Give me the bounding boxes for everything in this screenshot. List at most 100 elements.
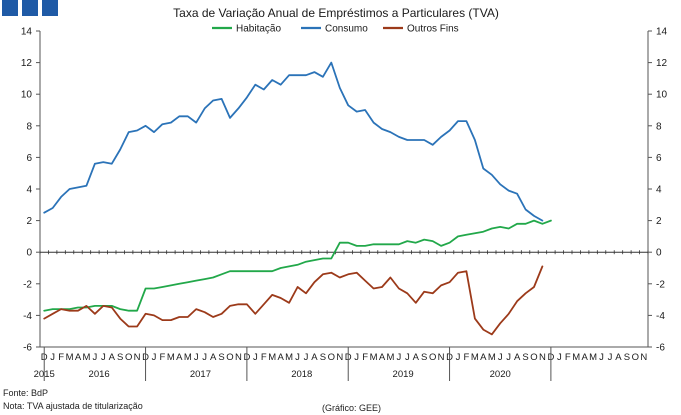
- y-tick-label-right: 10: [656, 90, 668, 101]
- y-tick-label-left: 10: [21, 90, 33, 101]
- y-tick-label-right: -6: [656, 343, 665, 354]
- month-label: S: [320, 352, 326, 363]
- month-label: M: [471, 352, 479, 363]
- year-label: 2019: [393, 369, 414, 380]
- month-label: J: [194, 352, 199, 363]
- month-label: J: [152, 352, 157, 363]
- month-label: N: [640, 352, 647, 363]
- month-label: M: [268, 352, 276, 363]
- month-label: A: [480, 352, 487, 363]
- month-label: N: [539, 352, 546, 363]
- month-label: J: [456, 352, 461, 363]
- month-label: M: [370, 352, 378, 363]
- month-label: S: [624, 352, 630, 363]
- month-label: A: [109, 352, 116, 363]
- month-label: S: [117, 352, 123, 363]
- month-label: A: [210, 352, 217, 363]
- month-label: O: [632, 352, 639, 363]
- series-line-habita-o: [43, 219, 552, 312]
- month-label: F: [58, 352, 64, 363]
- y-tick-label-right: 6: [656, 153, 662, 164]
- logo-square-3: [42, 0, 58, 16]
- year-label: 2020: [490, 369, 511, 380]
- month-label: F: [362, 352, 368, 363]
- month-label: M: [82, 352, 90, 363]
- y-tick-label-left: 4: [26, 185, 32, 196]
- logo-square-1: [2, 0, 18, 16]
- year-label: 2016: [89, 369, 110, 380]
- month-label: A: [514, 352, 521, 363]
- legend-label: Outros Fins: [407, 24, 459, 35]
- chart-credit: (Gráfico: GEE): [322, 403, 382, 413]
- y-tick-label-right: -2: [656, 279, 665, 290]
- month-label: A: [615, 352, 622, 363]
- month-label: M: [285, 352, 293, 363]
- month-label: M: [386, 352, 394, 363]
- month-label: A: [311, 352, 318, 363]
- month-label: M: [184, 352, 192, 363]
- y-tick-label-right: 8: [656, 121, 662, 132]
- month-label: J: [557, 352, 562, 363]
- month-label: O: [328, 352, 335, 363]
- month-label: M: [589, 352, 597, 363]
- y-tick-label-right: 4: [656, 185, 662, 196]
- y-tick-label-left: 2: [26, 216, 32, 227]
- year-label: 2018: [291, 369, 312, 380]
- month-label: M: [167, 352, 175, 363]
- month-label: M: [572, 352, 580, 363]
- month-label: J: [50, 352, 55, 363]
- month-label: N: [134, 352, 141, 363]
- source-note: Fonte: BdP: [3, 388, 49, 398]
- month-label: N: [235, 352, 242, 363]
- month-label: A: [277, 352, 284, 363]
- month-label: N: [336, 352, 343, 363]
- month-label: S: [421, 352, 427, 363]
- month-label: O: [429, 352, 436, 363]
- month-label: O: [125, 352, 132, 363]
- y-tick-label-right: -4: [656, 311, 665, 322]
- year-label: 2017: [190, 369, 211, 380]
- footnote: Nota: TVA ajustada de titularização: [3, 401, 143, 411]
- y-tick-label-left: 6: [26, 153, 32, 164]
- legend-label: Habitação: [236, 24, 281, 35]
- year-label: 2015: [34, 369, 55, 380]
- month-label: F: [261, 352, 267, 363]
- month-label: F: [464, 352, 470, 363]
- month-label: S: [218, 352, 224, 363]
- y-tick-label-left: 14: [21, 27, 33, 38]
- month-label: A: [75, 352, 82, 363]
- y-tick-label-left: 0: [26, 248, 32, 259]
- month-label: S: [522, 352, 528, 363]
- month-label: A: [581, 352, 588, 363]
- chart-title: Taxa de Variação Anual de Empréstimos a …: [173, 6, 499, 20]
- month-label: J: [599, 352, 604, 363]
- series-line-consumo: [43, 61, 544, 222]
- month-label: A: [413, 352, 420, 363]
- y-tick-label-left: 12: [21, 58, 33, 69]
- month-label: J: [304, 352, 309, 363]
- y-tick-label-left: -2: [23, 279, 32, 290]
- month-label: M: [488, 352, 496, 363]
- y-tick-label-left: -6: [23, 343, 32, 354]
- month-label: J: [93, 352, 98, 363]
- month-label: J: [608, 352, 613, 363]
- month-label: F: [160, 352, 166, 363]
- month-label: J: [405, 352, 410, 363]
- month-label: M: [66, 352, 74, 363]
- month-label: A: [379, 352, 386, 363]
- y-tick-label-right: 0: [656, 248, 662, 259]
- month-label: O: [226, 352, 233, 363]
- month-label: J: [253, 352, 258, 363]
- month-label: A: [176, 352, 183, 363]
- month-label: J: [202, 352, 207, 363]
- series-line-outros-fins: [43, 265, 544, 336]
- month-label: N: [438, 352, 445, 363]
- month-label: J: [397, 352, 402, 363]
- y-tick-label-left: -4: [23, 311, 32, 322]
- y-tick-label-left: 8: [26, 121, 32, 132]
- y-tick-label-right: 2: [656, 216, 662, 227]
- month-label: J: [101, 352, 106, 363]
- y-tick-label-right: 14: [656, 27, 668, 38]
- y-tick-label-right: 12: [656, 58, 668, 69]
